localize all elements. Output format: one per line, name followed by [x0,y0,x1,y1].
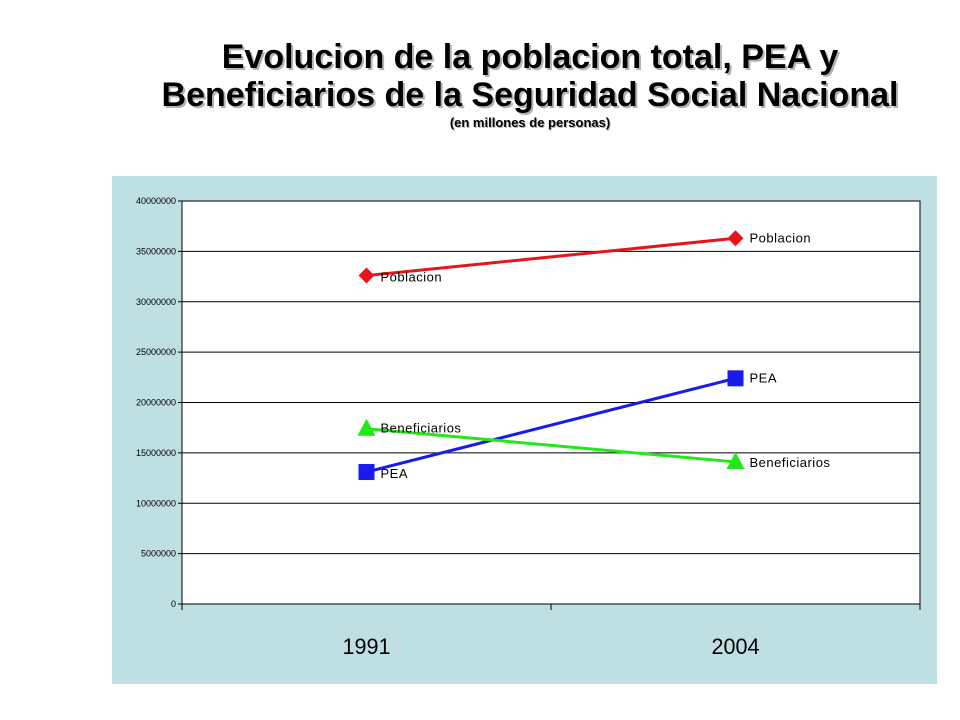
series-line-beneficiarios [366,427,736,464]
y-tick-label: 40000000 [136,196,176,206]
y-tick-label: 15000000 [136,448,176,458]
data-label-beneficiarios: Beneficiarios [750,455,831,470]
chart-title-line-2: Beneficiarios de la Seguridad Social Nac… [161,76,899,114]
y-tick-label: 20000000 [136,398,176,408]
marker-beneficiarios [726,451,745,469]
y-tick-label: 30000000 [136,297,176,307]
data-label-pea: PEA [381,466,409,481]
title-block: Evolucion de la poblacion total, PEA y B… [0,38,960,132]
line-chart: 0 5000000 10000000 15000000 20000000 25000000… [112,176,937,684]
x-tick-label: 1991 [343,634,391,659]
data-label-poblacion: Poblacion [750,230,812,245]
y-tick-label: 25000000 [136,347,176,357]
marker-poblacion [358,267,375,284]
series-line-poblacion [366,236,736,278]
chart-title-line-1: Evolucion de la poblacion total, PEA y [221,38,839,76]
y-tick-label: 5000000 [141,549,176,559]
data-label-pea: PEA [750,370,778,385]
x-tick-label: 2004 [712,634,760,659]
y-tick-label: 10000000 [136,498,176,508]
y-tick-label: 35000000 [136,246,176,256]
chart-panel: 0 5000000 10000000 15000000 20000000 25000000… [112,176,937,684]
series-line-pea [366,376,736,474]
marker-beneficiarios [357,418,376,436]
data-label-poblacion: Poblacion [381,270,443,285]
marker-poblacion [727,230,744,247]
marker-pea [727,370,744,387]
y-tick-label: 0 [171,599,176,609]
chart-subtitle: (en millones de personas) [449,115,611,130]
marker-pea [358,464,375,481]
data-label-beneficiarios: Beneficiarios [381,421,462,436]
